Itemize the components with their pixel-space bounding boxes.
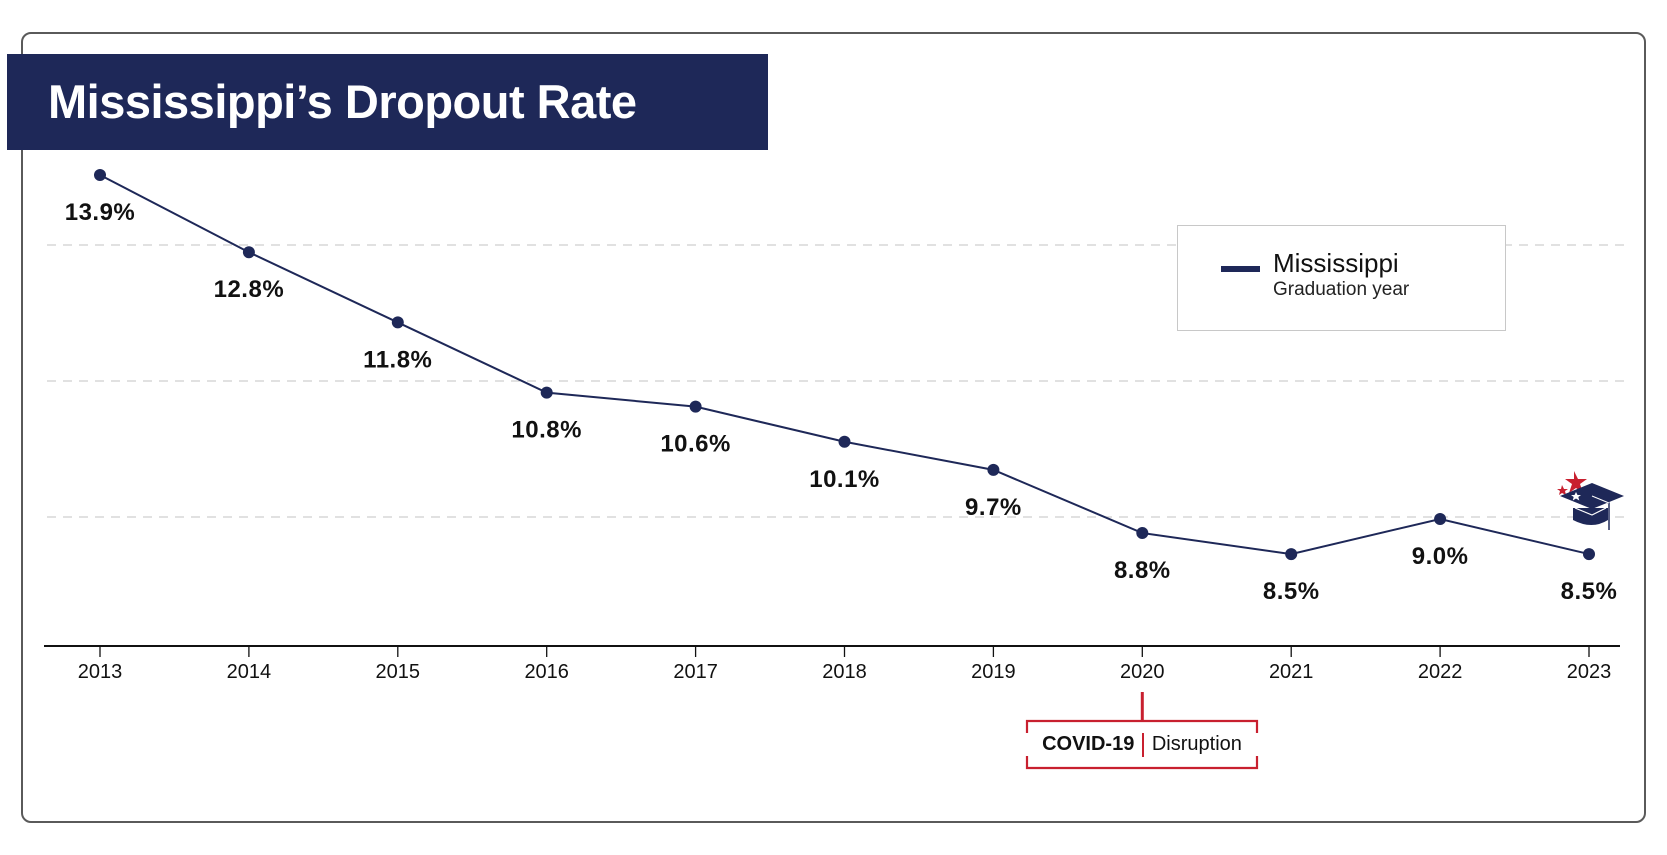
x-tick-label: 2019	[971, 661, 1016, 683]
covid-bracket-top	[1025, 719, 1259, 733]
data-point	[987, 463, 1000, 476]
legend-swatch-mississippi	[1221, 266, 1260, 272]
data-point	[838, 435, 851, 448]
x-tick-label: 2023	[1567, 661, 1612, 683]
chart-card	[21, 32, 1646, 823]
data-label: 8.8%	[1114, 557, 1171, 584]
cap-edge	[1574, 507, 1607, 516]
x-tick-label: 2018	[822, 661, 867, 683]
x-tick-label: 2021	[1269, 661, 1314, 683]
legend: Mississippi Graduation year	[1177, 225, 1506, 331]
x-tick-label: 2016	[524, 661, 569, 683]
data-point	[1285, 548, 1298, 561]
data-point	[391, 316, 404, 329]
data-point	[540, 386, 553, 399]
legend-subtitle: Graduation year	[1273, 279, 1410, 300]
title-banner: Mississippi’s Dropout Rate	[7, 54, 768, 150]
series-mississippi	[94, 169, 1595, 561]
data-labels: 13.9% 12.8% 11.8% 10.8% 10.6% 10.1% 9.7% 8.8% 8.…	[65, 199, 1618, 605]
data-label: 8.5%	[1561, 578, 1618, 605]
data-label: 9.7%	[965, 494, 1022, 521]
x-tick-label: 2020	[1120, 661, 1165, 683]
data-label: 9.0%	[1412, 543, 1469, 570]
x-axis: 2013 2014 2015 2016 2017 2018 2019 2020 2021 2022…	[44, 645, 1620, 683]
data-point	[94, 169, 106, 181]
data-label: 10.6%	[660, 431, 731, 458]
white-star-icon	[1571, 492, 1581, 501]
data-point	[689, 400, 702, 413]
data-point	[1583, 548, 1595, 561]
chart-title: Mississippi’s Dropout Rate	[48, 75, 637, 128]
x-tick-label: 2022	[1418, 661, 1463, 683]
tassel-cord	[1591, 495, 1610, 504]
data-label: 11.8%	[363, 346, 432, 373]
x-tick-label: 2015	[376, 661, 421, 683]
data-point	[1136, 527, 1149, 540]
data-label: 13.9%	[65, 199, 136, 226]
small-red-star-icon	[1557, 485, 1568, 495]
covid-annotation: COVID-19 Disruption	[1027, 721, 1257, 768]
legend-label: Mississippi	[1273, 248, 1399, 278]
data-point	[1434, 512, 1447, 525]
covid-label-strong: COVID-19	[1042, 733, 1135, 755]
cap-skull	[1573, 508, 1608, 525]
red-star-icon	[1565, 471, 1587, 493]
x-tick-label: 2017	[673, 661, 718, 683]
covid-bracket-bottom	[1025, 756, 1259, 770]
data-label: 12.8%	[214, 276, 285, 303]
covid-divider	[1142, 732, 1144, 757]
x-tick-label: 2014	[227, 661, 272, 683]
data-label: 8.5%	[1263, 578, 1320, 605]
graduation-cap-icon	[1557, 471, 1624, 530]
x-tick-label: 2013	[78, 661, 123, 683]
data-label: 10.1%	[809, 466, 880, 493]
data-point	[242, 246, 255, 259]
covid-label-text: Disruption	[1151, 733, 1242, 755]
covid-annotation-bracket	[1025, 692, 1259, 770]
data-label: 10.8%	[511, 417, 582, 444]
